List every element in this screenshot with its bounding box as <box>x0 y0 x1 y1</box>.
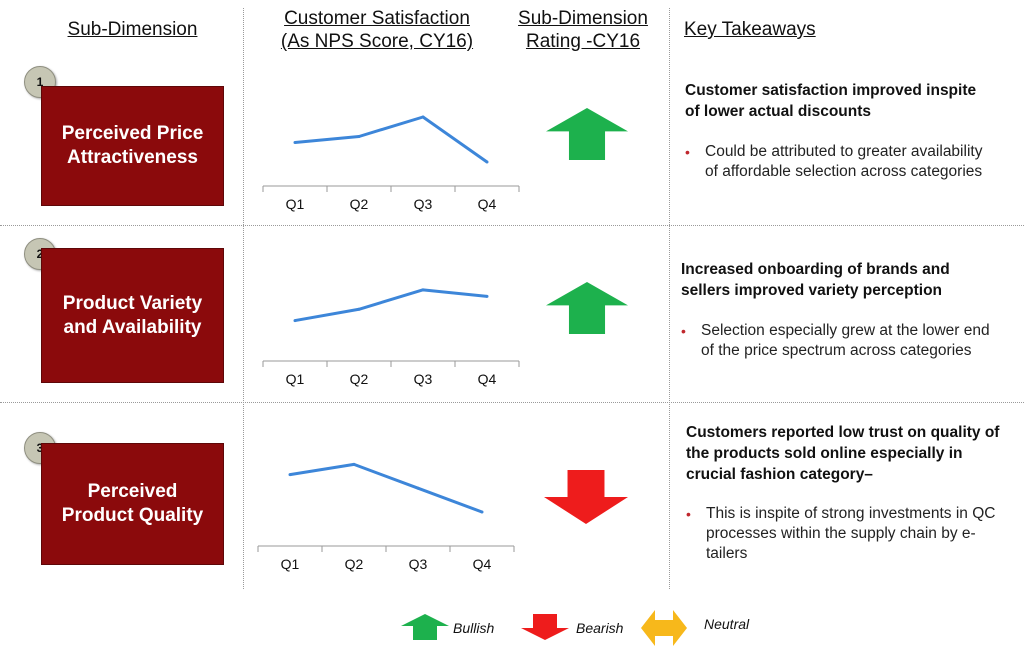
rating-legend: Bullish Bearish Neutral <box>0 610 1024 646</box>
chart-svg <box>257 462 515 552</box>
nps-series-line <box>289 462 483 514</box>
bullet-dot-icon: • <box>681 323 686 339</box>
bullet-dot-icon: • <box>686 506 691 522</box>
sub-dimension-box: Perceived Price Attractiveness <box>41 86 224 206</box>
sub-dimension-box: Product Variety and Availability <box>41 248 224 383</box>
neutral-legend-label: Neutral <box>704 616 750 632</box>
row-number-badge: 1 <box>24 66 56 98</box>
header-rating: Sub-Dimension Rating -CY16 <box>508 7 658 53</box>
takeaway-title: Customer satisfaction improved inspite o… <box>685 82 977 120</box>
nps-point <box>485 160 489 164</box>
bullish-arrow-shape <box>546 108 628 160</box>
header-customer-satisfaction: Customer Satisfaction (As NPS Score, CY1… <box>262 7 492 53</box>
header-sub-dimension: Sub-Dimension <box>67 19 198 40</box>
sub-dimension-box: Perceived Product Quality <box>41 443 224 565</box>
x-tick-label: Q4 <box>477 371 497 387</box>
takeaway-bullet-text: Could be attributed to greater availabil… <box>705 143 983 180</box>
x-tick-labels: Q1 Q2 Q3 Q4 <box>255 556 517 576</box>
bearish-legend-icon <box>521 614 569 640</box>
bearish-arrow-shape <box>544 470 628 524</box>
nps-point <box>293 141 297 144</box>
bullish-arrow-icon <box>546 108 628 160</box>
row-divider-2 <box>0 402 1024 403</box>
nps-line-chart: Q1 Q2 Q3 Q4 <box>260 260 522 395</box>
nps-point <box>485 294 489 298</box>
nps-series-line <box>294 288 488 323</box>
neutral-legend-icon <box>641 610 687 646</box>
takeaway-bullet: • Selection especially grew at the lower… <box>681 321 1001 361</box>
row-divider-1 <box>0 225 1024 226</box>
column-divider-1 <box>243 8 244 589</box>
bullish-legend-label: Bullish <box>453 620 495 636</box>
x-tick-label: Q3 <box>413 371 433 387</box>
header-rating-line2: Rating -CY16 <box>525 31 641 52</box>
nps-point <box>421 288 425 292</box>
sub-dimension-label: Perceived Price Attractiveness <box>61 123 204 168</box>
takeaway-bullet-text: Selection especially grew at the lower e… <box>701 322 990 359</box>
nps-line-chart: Q1 Q2 Q3 Q4 <box>260 92 522 220</box>
x-tick-labels: Q1 Q2 Q3 Q4 <box>260 196 522 216</box>
nps-line-chart: Q1 Q2 Q3 Q4 <box>255 440 517 580</box>
x-tick-label: Q2 <box>344 556 364 572</box>
bearish-legend-label: Bearish <box>576 620 624 636</box>
sub-dimension-label: Product Variety and Availability <box>62 292 203 338</box>
bullet-dot-icon: • <box>685 144 690 160</box>
x-tick-labels: Q1 Q2 Q3 Q4 <box>260 371 522 391</box>
header-rating-line1: Sub-Dimension <box>518 8 648 29</box>
bullish-arrow-shape <box>546 282 628 334</box>
nps-point <box>288 473 292 477</box>
x-tick-label: Q2 <box>349 196 369 212</box>
nps-point <box>480 510 484 514</box>
takeaway-title: Increased onboarding of brands and selle… <box>681 261 950 299</box>
nps-point <box>416 486 420 490</box>
chart-svg <box>262 115 520 192</box>
x-tick-label: Q1 <box>285 371 305 387</box>
nps-point <box>421 115 425 119</box>
header-key-takeaways: Key Takeaways <box>684 19 816 40</box>
header-satisfaction-line2: (As NPS Score, CY16) <box>280 31 474 52</box>
x-tick-label: Q1 <box>285 196 305 212</box>
header-satisfaction-line1: Customer Satisfaction <box>284 8 470 29</box>
x-tick-label: Q1 <box>280 556 300 572</box>
bullish-legend-icon <box>401 614 449 640</box>
x-tick-label: Q3 <box>413 196 433 212</box>
nps-point <box>357 135 361 138</box>
x-tick-label: Q2 <box>349 371 369 387</box>
chart-svg <box>262 288 520 367</box>
nps-point <box>293 319 297 323</box>
nps-point <box>357 307 361 311</box>
sub-dimension-label: Perceived Product Quality <box>61 481 204 526</box>
takeaway-bullet: • This is inspite of strong investments … <box>686 504 1016 564</box>
nps-series-line <box>294 115 488 164</box>
x-tick-label: Q4 <box>477 196 497 212</box>
takeaway-bullet-text: This is inspite of strong investments in… <box>706 505 996 562</box>
bullish-arrow-icon <box>546 282 628 334</box>
nps-point <box>352 462 356 466</box>
bearish-arrow-icon <box>544 470 628 524</box>
takeaway-title: Customers reported low trust on quality … <box>686 424 1000 483</box>
x-tick-label: Q3 <box>408 556 428 572</box>
column-divider-2 <box>669 8 670 589</box>
x-tick-label: Q4 <box>472 556 492 572</box>
takeaway-bullet: • Could be attributed to greater availab… <box>685 142 995 182</box>
